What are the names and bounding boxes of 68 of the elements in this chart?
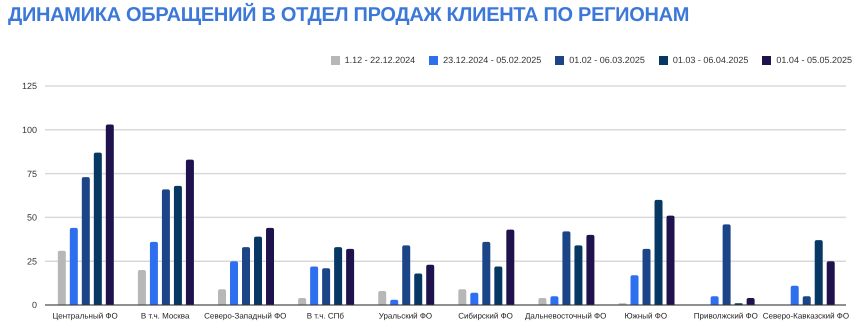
- bar: [710, 296, 719, 305]
- y-tick-label: 50: [26, 212, 37, 223]
- bar: [106, 124, 114, 305]
- bar: [218, 289, 226, 305]
- x-tick-label: Северо-Кавказский ФО: [762, 312, 850, 321]
- bar: [654, 200, 663, 305]
- bar: [802, 296, 811, 305]
- bar: [82, 177, 90, 305]
- bar: [574, 245, 582, 305]
- bar: [482, 242, 490, 305]
- bar: [174, 186, 182, 305]
- bar: [322, 268, 330, 305]
- bar: [334, 247, 342, 305]
- bar: [414, 273, 422, 305]
- legend-label: 01.02 - 06.03.2025: [569, 55, 645, 65]
- bar: [746, 298, 755, 305]
- x-tick-label: В т.ч. СПб: [306, 312, 344, 321]
- bar: [630, 275, 639, 305]
- legend-label: 23.12.2024 - 05.02.2025: [443, 55, 542, 65]
- bar: [138, 270, 146, 305]
- bar: [538, 298, 546, 305]
- bar: [242, 247, 250, 305]
- y-tick-label: 100: [22, 124, 37, 135]
- legend-label: 01.03 - 06.04.2025: [672, 55, 748, 65]
- bar: [562, 231, 570, 305]
- bar: [390, 300, 398, 305]
- bar: [814, 240, 823, 305]
- x-tick-label: Сибирский ФО: [458, 312, 513, 321]
- bar: [94, 152, 102, 305]
- x-tick-label: Приволжский ФО: [694, 312, 758, 321]
- bar: [642, 248, 651, 305]
- x-tick-label: Уральский ФО: [378, 312, 432, 321]
- x-tick-label: Дальневосточный ФО: [524, 312, 606, 321]
- legend-label: 01.04 - 05.05.2025: [776, 55, 852, 65]
- legend-label: 1.12 - 22.12.2024: [344, 55, 416, 65]
- x-tick-label: Центральный ФО: [52, 312, 118, 321]
- bar: [402, 245, 410, 305]
- bar: [666, 216, 675, 305]
- x-tick-label: Северо-Западный ФО: [204, 312, 286, 321]
- bar: [506, 230, 514, 305]
- chart-title: ДИНАМИКА ОБРАЩЕНИЙ В ОТДЕЛ ПРОДАЖ КЛИЕНТА ПО РЕГИОНАМ: [8, 2, 690, 28]
- bar: [298, 298, 306, 305]
- bar: [150, 242, 158, 305]
- y-tick-label: 125: [22, 81, 37, 92]
- bar: [550, 296, 558, 305]
- bar: [826, 261, 835, 305]
- y-tick-label: 0: [32, 300, 37, 310]
- bar: [378, 290, 386, 305]
- bar: [722, 224, 731, 305]
- bar: [162, 189, 170, 305]
- y-tick-label: 75: [26, 168, 37, 179]
- bar: [266, 228, 274, 305]
- bar: [458, 289, 466, 305]
- bar: [426, 264, 434, 305]
- bar: [254, 236, 262, 305]
- bar: [790, 286, 799, 305]
- x-tick-label: Южный ФО: [624, 312, 668, 321]
- bar: [494, 266, 502, 305]
- bar: [58, 250, 66, 305]
- bar: [586, 234, 594, 305]
- bar: [310, 266, 318, 305]
- bar: [186, 160, 194, 305]
- bar: [70, 228, 78, 305]
- x-tick-label: В т.ч. Москва: [140, 312, 190, 321]
- bar: [470, 292, 478, 305]
- y-tick-label: 25: [26, 256, 37, 266]
- bar: [230, 261, 238, 305]
- bar: [346, 248, 354, 305]
